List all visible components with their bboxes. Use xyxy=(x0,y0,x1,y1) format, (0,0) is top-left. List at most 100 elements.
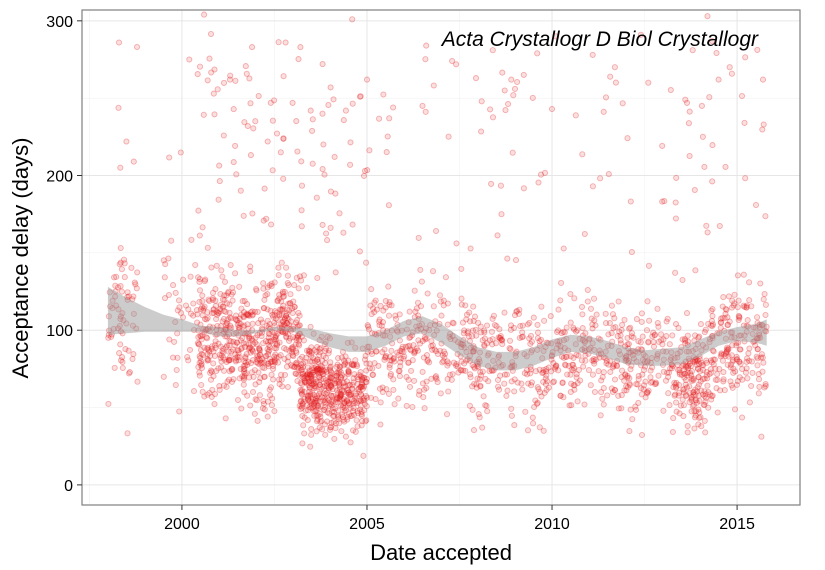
data-point xyxy=(701,388,708,395)
data-point xyxy=(695,421,702,428)
data-point xyxy=(255,92,262,100)
data-point xyxy=(465,333,472,340)
data-point xyxy=(130,158,137,165)
data-point xyxy=(550,360,557,367)
data-point xyxy=(692,267,699,274)
data-point xyxy=(310,380,317,387)
x-tick-label: 2015 xyxy=(719,516,755,533)
data-point xyxy=(743,304,750,311)
data-point xyxy=(287,318,295,325)
data-point xyxy=(221,292,228,299)
data-point xyxy=(115,39,123,46)
data-point xyxy=(453,361,460,368)
data-point xyxy=(713,385,720,392)
data-point xyxy=(371,299,378,306)
data-point xyxy=(743,302,750,309)
data-point xyxy=(182,302,190,309)
data-point xyxy=(466,402,473,409)
data-point xyxy=(308,352,315,359)
data-point xyxy=(543,372,550,379)
data-point xyxy=(256,351,264,359)
data-point xyxy=(278,312,285,319)
data-point xyxy=(244,392,251,399)
data-point xyxy=(299,373,306,381)
data-point xyxy=(688,395,695,402)
data-point xyxy=(505,100,512,108)
data-point xyxy=(240,374,247,381)
data-point xyxy=(243,350,250,358)
data-point xyxy=(223,358,230,366)
data-point xyxy=(589,371,596,378)
data-point xyxy=(330,408,338,416)
data-point xyxy=(241,358,248,365)
data-point xyxy=(450,359,457,366)
data-point xyxy=(696,414,703,421)
data-point xyxy=(723,350,730,357)
data-point xyxy=(286,307,293,314)
data-point xyxy=(119,354,126,361)
data-point xyxy=(437,298,444,305)
data-point xyxy=(676,381,683,389)
data-point xyxy=(316,381,324,388)
data-point xyxy=(730,302,737,309)
data-point xyxy=(423,42,430,49)
data-point xyxy=(508,378,515,385)
data-point xyxy=(284,306,291,313)
data-point xyxy=(269,117,276,124)
data-point xyxy=(252,381,259,388)
data-point xyxy=(518,380,525,387)
data-point xyxy=(313,418,321,425)
data-point xyxy=(603,360,610,367)
data-point xyxy=(228,378,236,385)
data-point xyxy=(197,332,204,340)
data-point xyxy=(356,93,364,100)
data-point xyxy=(699,376,706,383)
data-point xyxy=(173,366,180,374)
data-point xyxy=(373,348,380,355)
data-point xyxy=(273,342,280,349)
data-point xyxy=(328,383,335,390)
data-point xyxy=(125,347,132,354)
data-point xyxy=(256,351,263,358)
data-point xyxy=(340,388,348,395)
data-point xyxy=(235,350,242,357)
data-point xyxy=(347,412,354,419)
data-point xyxy=(362,418,369,425)
data-point xyxy=(240,309,248,316)
data-point xyxy=(325,378,332,386)
data-point xyxy=(363,392,370,400)
data-point xyxy=(199,304,206,311)
data-point xyxy=(190,300,197,307)
data-point xyxy=(297,364,304,371)
data-point xyxy=(273,130,281,137)
data-point xyxy=(337,392,344,400)
data-point xyxy=(336,394,343,401)
data-point xyxy=(220,349,227,356)
data-point xyxy=(306,378,313,385)
data-point xyxy=(117,244,124,252)
data-point xyxy=(345,400,352,407)
data-point xyxy=(288,361,295,369)
data-point xyxy=(369,371,376,378)
data-point xyxy=(645,339,652,346)
data-point xyxy=(211,391,219,398)
data-point xyxy=(424,356,431,363)
data-point xyxy=(281,316,288,323)
data-point xyxy=(217,343,224,350)
data-point xyxy=(210,306,217,313)
data-point xyxy=(371,360,378,367)
data-point xyxy=(681,386,688,393)
data-point xyxy=(508,412,515,419)
data-point xyxy=(323,389,330,396)
data-point xyxy=(760,359,767,366)
data-point xyxy=(526,335,533,342)
data-point xyxy=(306,350,313,358)
data-point xyxy=(232,142,239,149)
data-point xyxy=(292,347,300,355)
data-point xyxy=(314,397,321,404)
data-point xyxy=(722,310,729,317)
data-point xyxy=(568,380,575,387)
data-point xyxy=(357,383,364,390)
data-point xyxy=(200,352,207,359)
data-point xyxy=(332,420,339,427)
